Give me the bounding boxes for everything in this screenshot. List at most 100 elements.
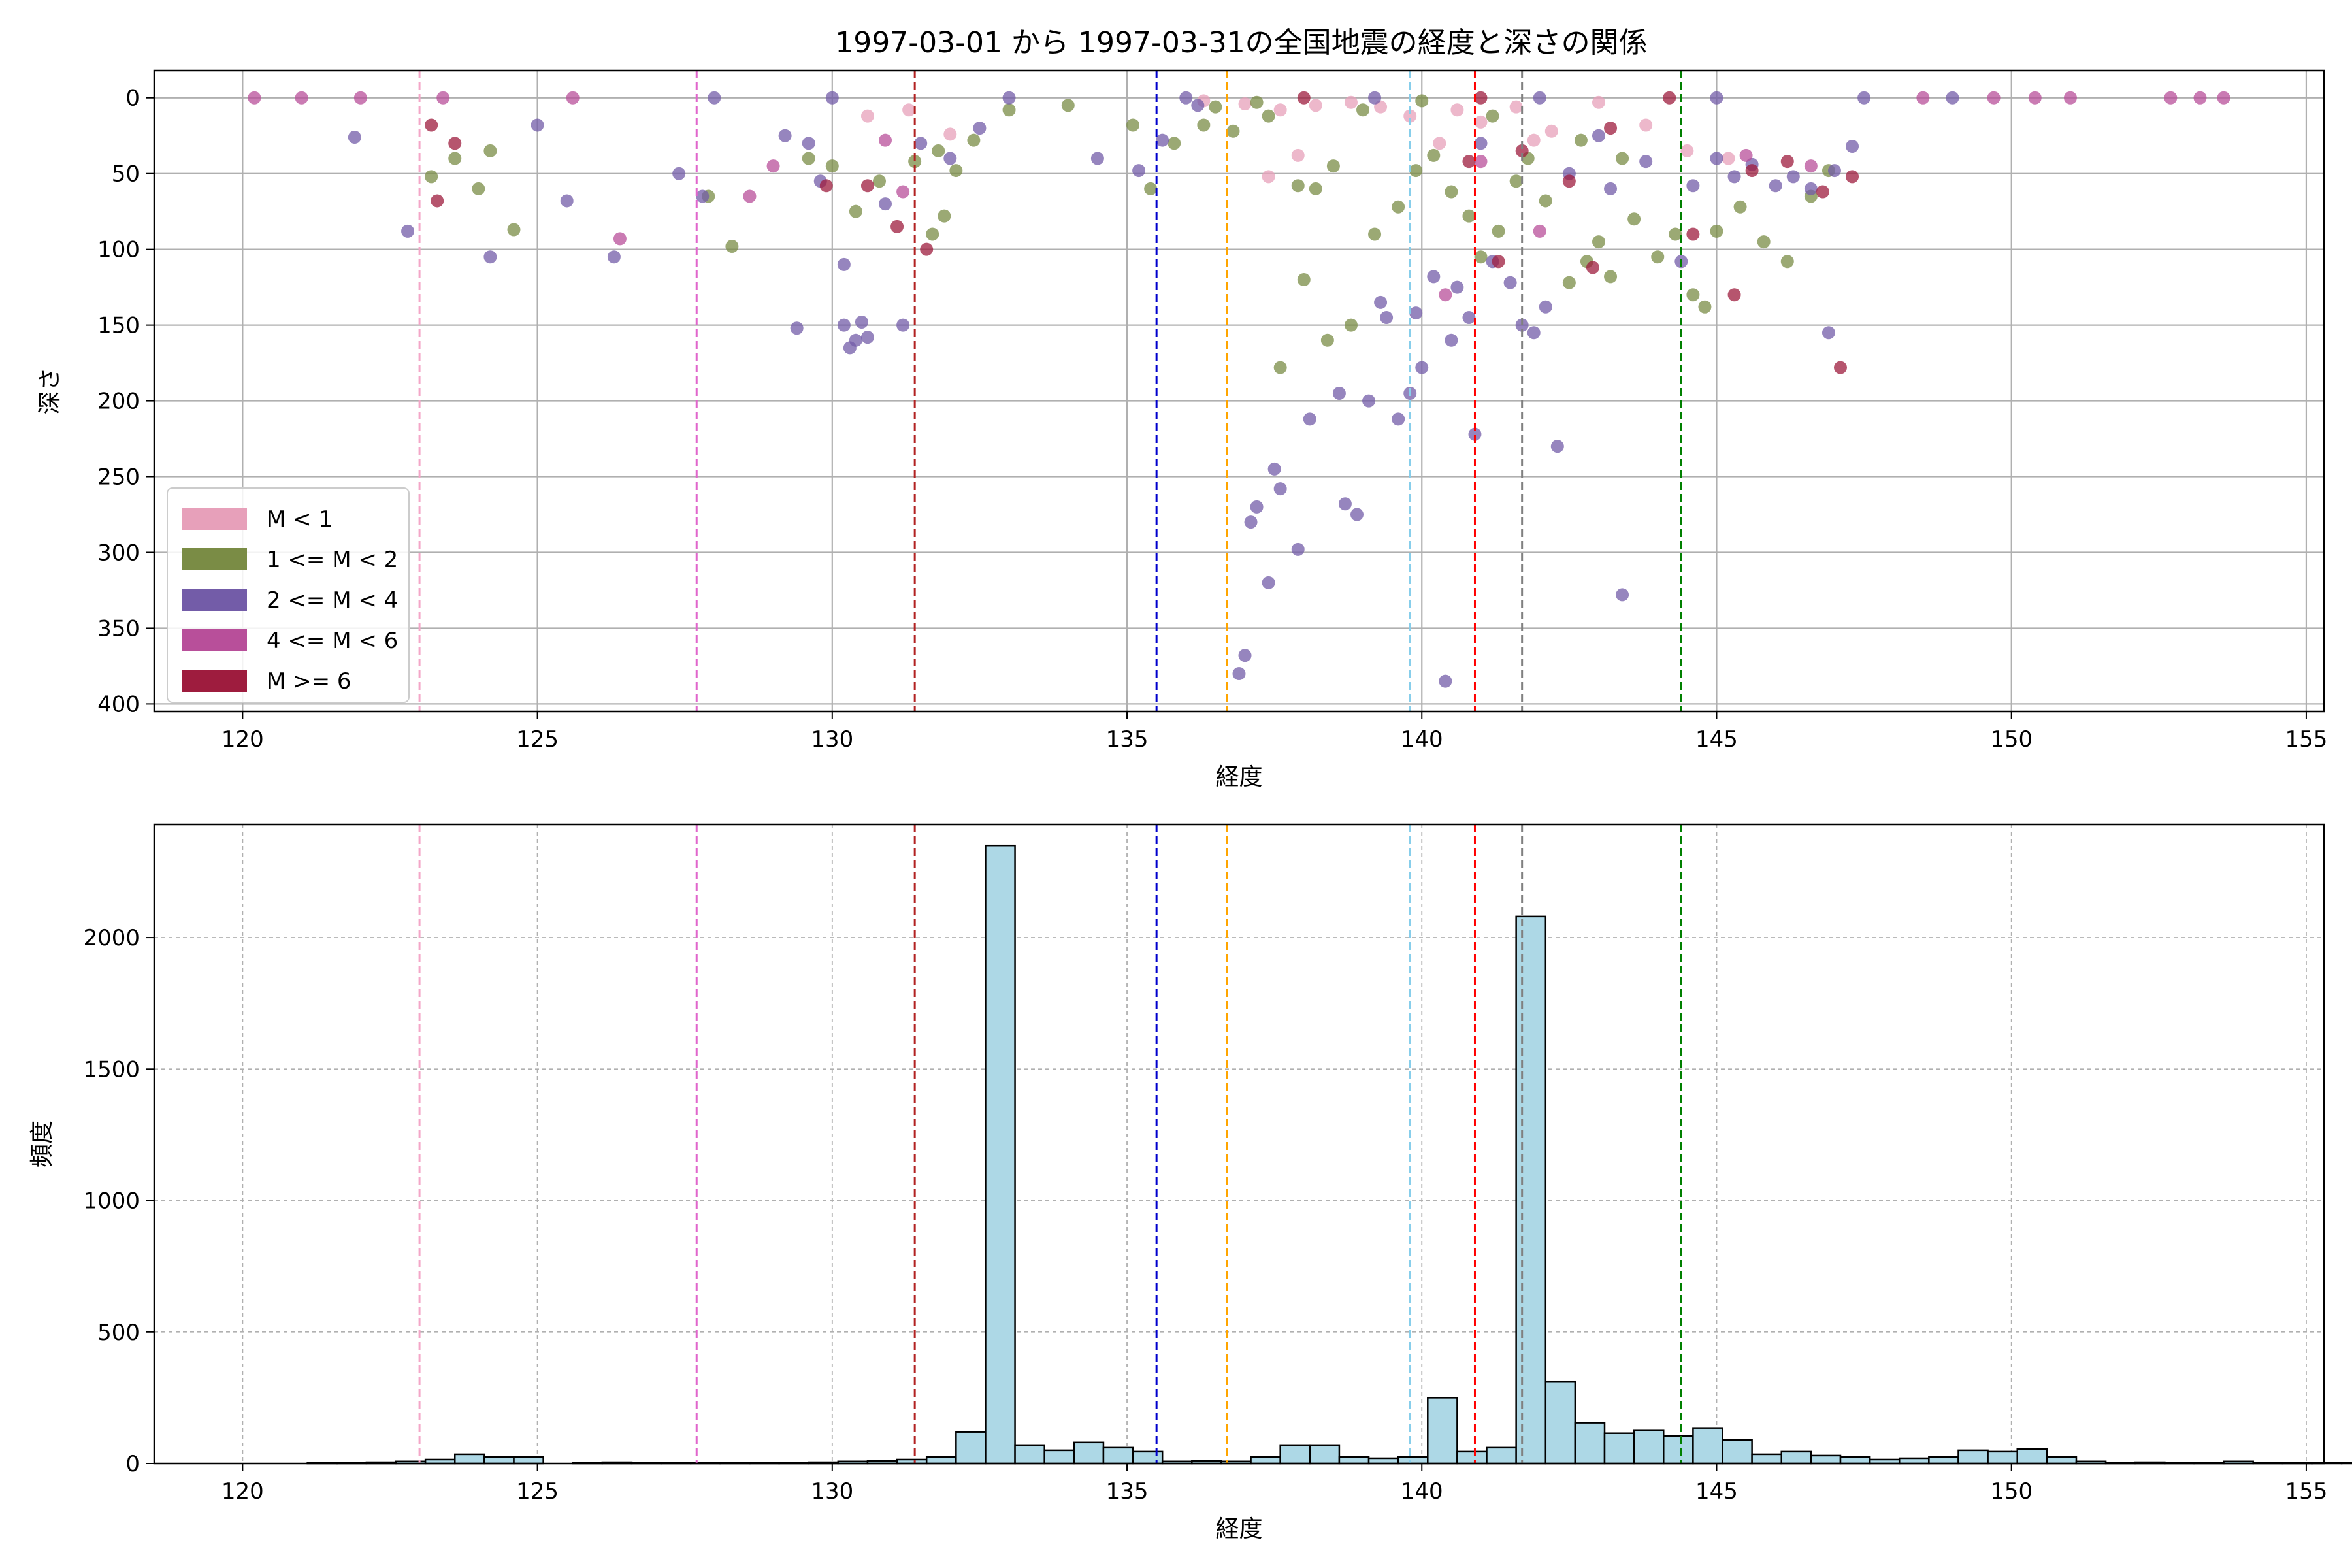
scatter-point [613,232,627,246]
figure-title: 1997-03-01 から 1997-03-31の全国地震の経度と深さの関係 [835,26,1647,59]
histogram-bar [1544,1380,1576,1465]
scatter-point [825,91,839,105]
scatter-reference-lines [418,71,1682,711]
scatter-point [1392,200,1405,214]
scatter-point [938,209,951,223]
scatter-point [1586,261,1599,274]
histogram-bar [985,844,1016,1465]
histogram-bar [483,1456,515,1465]
scatter-point [1291,148,1305,162]
scatter-x-tick-label: 150 [1990,727,2033,753]
scatter-y-tick-label: 300 [97,540,140,566]
scatter-point [1486,109,1499,123]
histogram-bar [1957,1449,1989,1465]
scatter-point [1616,588,1629,602]
scatter-point [1544,124,1558,138]
scatter-point [2028,91,2042,105]
scatter-y-tick-label: 250 [97,465,140,491]
scatter-point [1745,164,1759,178]
histogram-bar [925,1456,957,1465]
scatter-point [1533,91,1546,105]
scatter-point [1291,542,1305,556]
scatter-point [1427,270,1441,284]
scatter-point [1409,306,1423,320]
histogram-bar [1515,915,1547,1465]
scatter-point [1002,91,1016,105]
scatter-point [1733,200,1747,214]
scatter-point [1439,288,1452,302]
scatter-point [1492,255,1505,269]
scatter-point [1450,280,1464,294]
histogram-bar [513,1456,544,1465]
scatter-y-ticks: 0 50 100 150 200 250 300 350 400 [97,86,154,717]
scatter-point [1368,227,1382,241]
scatter-point [1450,103,1464,117]
scatter-point [943,127,957,141]
scatter-y-axis-label: 深さ [37,367,63,414]
scatter-y-tick-label: 50 [112,161,140,188]
scatter-point [1527,326,1541,340]
scatter-point [1946,91,1959,105]
scatter-x-ticks: 120 125 130 135 140 145 150 155 [221,711,2327,753]
legend-label: M < 1 [267,506,333,532]
scatter-point [1002,103,1016,117]
scatter-point [1987,91,2001,105]
scatter-point [1126,118,1140,132]
scatter-point [1686,227,1700,241]
scatter-point [2217,91,2230,105]
histogram-x-ticks: 120 125 130 135 140 145 150 155 [221,1463,2327,1505]
scatter-point [943,152,957,165]
histogram-bar [453,1453,485,1465]
scatter-point [353,91,367,105]
histogram-x-tick-label: 140 [1401,1478,1443,1505]
scatter-point [1627,212,1641,226]
histogram-bar [1692,1427,1723,1465]
scatter-point [1427,148,1441,162]
scatter-x-tick-label: 125 [516,727,559,753]
histogram-bar [1780,1450,1812,1465]
scatter-point [2063,91,2077,105]
scatter-point [1780,255,1794,269]
scatter-point [802,152,815,165]
scatter-point [1168,137,1181,150]
scatter-point [1209,100,1222,114]
scatter-point [1804,182,1818,195]
scatter-point [1509,100,1523,114]
histogram-bar [1987,1450,2018,1465]
scatter-point [1303,412,1316,426]
scatter-point [1846,170,1859,184]
scatter-y-tick-label: 400 [97,691,140,717]
scatter-point [448,137,462,150]
scatter-point [672,167,686,180]
scatter-point [1445,185,1458,199]
legend-label: 1 <= M < 2 [267,547,398,573]
scatter-point [696,189,710,203]
legend-swatch [182,670,247,692]
histogram-bar [1102,1446,1134,1465]
scatter-point [1297,273,1311,287]
scatter-frame [153,69,2325,713]
scatter-x-tick-label: 120 [221,727,264,753]
scatter-point [295,91,308,105]
scatter-point [1727,288,1741,302]
scatter-point [743,189,757,203]
scatter-point [914,137,928,150]
legend-label: 2 <= M < 4 [267,587,398,613]
histogram-x-tick-label: 145 [1695,1478,1738,1505]
scatter-point [896,318,910,332]
scatter-point [1338,497,1352,511]
scatter-point [1804,159,1818,173]
histogram-bar [1279,1444,1311,1465]
legend-label: 4 <= M < 6 [267,628,398,654]
histogram-plot-area [154,825,2324,1463]
histogram-bar [1427,1397,1458,1465]
histogram-bar [1456,1450,1488,1465]
histogram-y-tick-label: 2000 [83,925,140,951]
scatter-point [1592,235,1605,249]
scatter-point [1356,103,1370,117]
histogram-bar [1663,1435,1694,1465]
histogram-bar [1250,1456,1281,1465]
scatter-point [1562,276,1576,289]
scatter-point [1604,270,1618,284]
scatter-point [1663,91,1676,105]
